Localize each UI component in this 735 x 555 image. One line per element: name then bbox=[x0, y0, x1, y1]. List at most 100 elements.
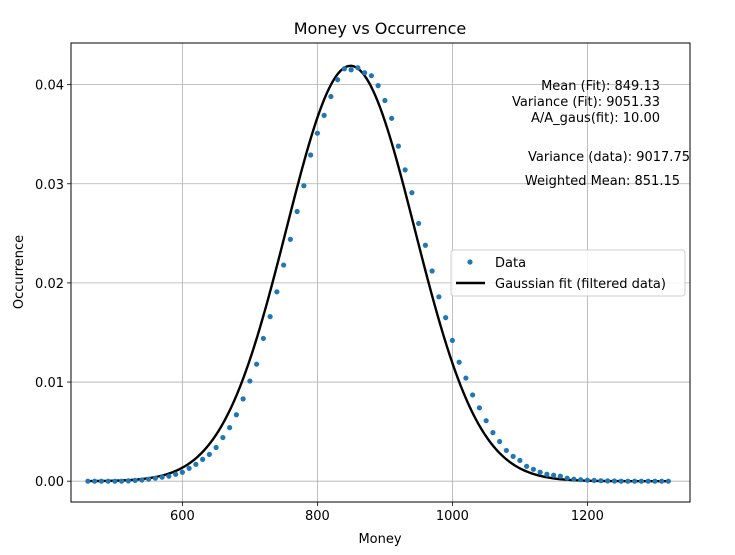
data-point bbox=[301, 183, 307, 189]
data-point bbox=[355, 65, 361, 71]
data-point bbox=[402, 167, 408, 173]
legend-data-marker bbox=[467, 259, 473, 265]
data-point bbox=[436, 294, 442, 300]
data-point bbox=[544, 471, 550, 477]
data-point bbox=[652, 478, 658, 484]
data-point bbox=[173, 471, 179, 477]
annotation-variance-data: Variance (data): 9017.75 bbox=[528, 150, 690, 165]
data-point bbox=[551, 472, 557, 478]
data-point bbox=[287, 236, 293, 242]
data-point bbox=[159, 474, 165, 480]
data-point bbox=[179, 469, 185, 475]
y-tick-label: 0.02 bbox=[35, 277, 64, 292]
data-point bbox=[605, 478, 611, 484]
data-point bbox=[659, 478, 665, 484]
chart-title: Money vs Occurrence bbox=[294, 19, 467, 38]
data-point bbox=[530, 466, 536, 472]
data-point bbox=[274, 289, 280, 295]
y-tick-label: 0.03 bbox=[35, 178, 64, 193]
data-point bbox=[382, 97, 388, 104]
data-point bbox=[557, 473, 563, 479]
y-tick-label: 0.04 bbox=[35, 79, 64, 94]
data-point bbox=[389, 115, 395, 121]
data-point bbox=[449, 337, 455, 344]
data-point bbox=[233, 412, 239, 418]
data-point bbox=[166, 473, 172, 479]
y-axis-label: Occurrence bbox=[12, 235, 27, 309]
legend-data-label: Data bbox=[495, 256, 526, 271]
data-point bbox=[591, 477, 597, 483]
data-point bbox=[227, 425, 233, 431]
data-point bbox=[139, 477, 145, 483]
data-point bbox=[328, 93, 334, 100]
data-point bbox=[524, 463, 530, 469]
x-axis: 600 800 1000 1200 bbox=[170, 502, 604, 524]
data-point bbox=[186, 465, 192, 471]
data-point bbox=[267, 314, 273, 320]
x-axis-label: Money bbox=[358, 532, 401, 547]
x-tick-label: 600 bbox=[170, 509, 195, 524]
data-point bbox=[638, 478, 645, 484]
data-point bbox=[240, 396, 246, 402]
data-point bbox=[632, 478, 638, 484]
data-point bbox=[321, 112, 327, 118]
data-point bbox=[105, 478, 111, 484]
data-point bbox=[335, 77, 341, 83]
data-point bbox=[193, 461, 199, 467]
data-point bbox=[409, 190, 415, 196]
data-point bbox=[200, 456, 206, 462]
data-point bbox=[483, 418, 489, 424]
data-point bbox=[517, 457, 523, 463]
data-point bbox=[213, 444, 219, 451]
data-point bbox=[281, 262, 287, 268]
data-point bbox=[308, 152, 314, 158]
legend-box bbox=[450, 249, 686, 297]
data-point bbox=[598, 478, 604, 484]
data-point bbox=[443, 315, 449, 321]
data-point bbox=[470, 392, 476, 398]
annotation-amplitude-ratio: A/A_gaus(fit): 10.00 bbox=[531, 111, 660, 126]
data-point bbox=[98, 478, 104, 484]
data-point bbox=[220, 434, 226, 441]
data-point bbox=[618, 478, 624, 484]
x-tick-label: 800 bbox=[305, 509, 330, 524]
data-point bbox=[422, 242, 428, 248]
data-point bbox=[206, 451, 212, 458]
data-point bbox=[645, 478, 651, 484]
data-point bbox=[490, 430, 496, 436]
data-point bbox=[132, 477, 138, 483]
legend-fit-label: Gaussian fit (filtered data) bbox=[495, 277, 666, 292]
data-point bbox=[571, 476, 577, 482]
data-point bbox=[497, 438, 503, 445]
data-point bbox=[665, 478, 672, 484]
plot-frame bbox=[70, 42, 691, 503]
annotation-weighted-mean: Weighted Mean: 851.15 bbox=[525, 174, 680, 189]
data-point bbox=[125, 478, 131, 484]
data-point bbox=[578, 477, 584, 483]
data-point bbox=[260, 335, 266, 342]
data-point bbox=[584, 477, 591, 483]
data-point bbox=[429, 268, 435, 274]
legend: Data Gaussian fit (filtered data) bbox=[450, 249, 686, 297]
x-tick-label: 1000 bbox=[436, 509, 469, 524]
data-point bbox=[112, 478, 118, 484]
annotation-variance-fit: Variance (Fit): 9051.33 bbox=[512, 95, 660, 110]
data-point bbox=[362, 70, 368, 76]
data-point bbox=[119, 478, 125, 484]
data-point bbox=[625, 478, 631, 484]
data-series bbox=[85, 65, 672, 484]
data-point bbox=[254, 361, 260, 367]
data-point bbox=[611, 478, 618, 484]
data-point bbox=[463, 375, 469, 381]
y-tick-label: 0.01 bbox=[35, 376, 64, 391]
data-point bbox=[510, 453, 516, 459]
data-point bbox=[476, 405, 482, 411]
data-point bbox=[152, 475, 158, 481]
data-point bbox=[348, 67, 354, 73]
data-point bbox=[146, 476, 152, 482]
data-point bbox=[395, 143, 401, 149]
annotation-mean-fit: Mean (Fit): 849.13 bbox=[541, 79, 660, 94]
data-point bbox=[375, 83, 381, 89]
data-point bbox=[456, 359, 462, 365]
data-point bbox=[341, 66, 347, 72]
